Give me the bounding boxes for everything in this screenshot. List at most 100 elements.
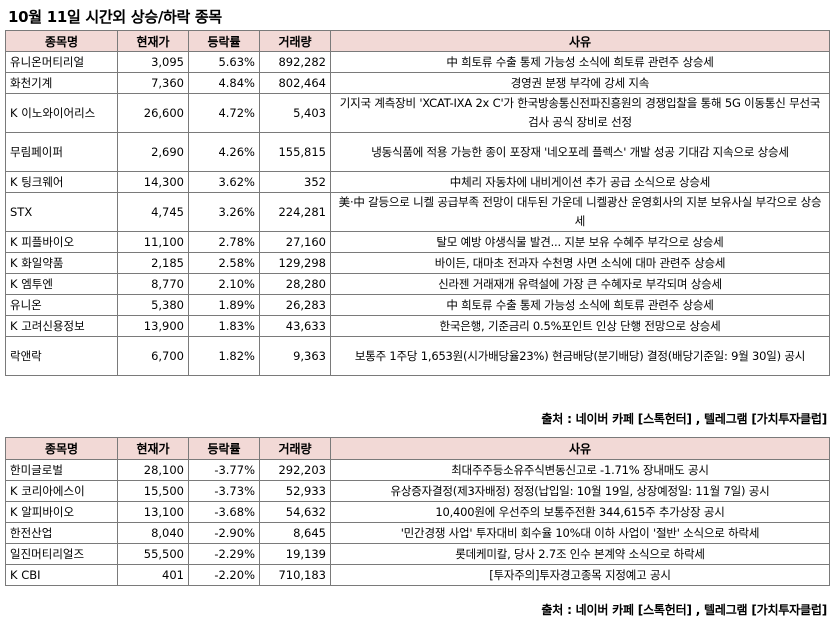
header-name: 종목명 [5, 30, 118, 52]
price-cell: 14,300 [117, 171, 189, 193]
volume-cell: 155,815 [259, 132, 331, 172]
table-row: K 코리아에스이 15,500 -3.73% 52,933 유상증자결정(제3자배정) … [5, 480, 830, 502]
table-row: 락앤락 6,700 1.82% 9,363 보통주 1주당 1,653원(시가배당율23… [5, 336, 830, 376]
table-row: 한전산업 8,040 -2.90% 8,645 '민간경쟁 사업' 투자대비 회수율 1… [5, 522, 830, 544]
table-row: K 이노와이어리스 26,600 4.72% 5,403 기지국 계측장비 'XCAT-… [5, 93, 830, 133]
reason-cell: 바이든, 대마초 전과자 수천명 사면 소식에 대마 관련주 상승세 [330, 252, 830, 274]
table-row: K 알피바이오 13,100 -3.68% 54,632 10,400원에 우선주의 보… [5, 501, 830, 523]
volume-cell: 52,933 [259, 480, 331, 502]
change-rate-cell: 1.89% [188, 294, 260, 316]
change-rate-cell: 2.58% [188, 252, 260, 274]
source-note: 출처 : 네이버 카페 [스톡헌터] , 텔레그램 [가치투자클럽] [541, 603, 827, 617]
price-cell: 28,100 [117, 459, 189, 481]
stock-name-cell: 유니온머티리얼 [5, 51, 118, 73]
volume-cell: 28,280 [259, 273, 331, 295]
volume-cell: 129,298 [259, 252, 331, 274]
table-row: 한미글로벌 28,100 -3.77% 292,203 최대주주등소유주식변동신고로 -… [5, 459, 830, 481]
volume-cell: 26,283 [259, 294, 331, 316]
stock-name-cell: STX [5, 192, 118, 232]
reason-cell: 10,400원에 우선주의 보통주전환 344,615주 추가상장 공시 [330, 501, 830, 523]
reason-cell: 냉동식품에 적용 가능한 종이 포장재 '네오포레 플렉스' 개발 성공 기대감… [330, 132, 830, 172]
stock-name-cell: 한전산업 [5, 522, 118, 544]
change-rate-cell: 3.62% [188, 171, 260, 193]
rising-stocks-table: 종목명 현재가 등락률 거래량 사유 유니온머티리얼 3,095 5.63% 892,… [5, 30, 830, 376]
table-row: 유니온 5,380 1.89% 26,283 中 희토류 수출 통제 가능성 소식에 희… [5, 294, 830, 316]
change-rate-cell: -2.29% [188, 543, 260, 565]
volume-cell: 9,363 [259, 336, 331, 376]
header-change: 등락률 [188, 30, 260, 52]
stock-name-cell: 한미글로벌 [5, 459, 118, 481]
stock-name-cell: K 이노와이어리스 [5, 93, 118, 133]
stock-name-cell: 유니온 [5, 294, 118, 316]
header-name: 종목명 [5, 437, 118, 460]
volume-cell: 19,139 [259, 543, 331, 565]
change-rate-cell: 4.84% [188, 72, 260, 94]
source-note: 출처 : 네이버 카페 [스톡헌터] , 텔레그램 [가치투자클럽] [541, 412, 827, 426]
change-rate-cell: 3.26% [188, 192, 260, 232]
change-rate-cell: 2.10% [188, 273, 260, 295]
table-row: 화천기계 7,360 4.84% 802,464 경영권 분쟁 부각에 강세 지속 [5, 72, 830, 94]
stock-name-cell: K 알피바이오 [5, 501, 118, 523]
page-title: 10월 11일 시간외 상승/하락 종목 [8, 8, 222, 26]
table-row: K 팅크웨어 14,300 3.62% 352 中체리 자동차에 내비게이션 추가 공급… [5, 171, 830, 193]
change-rate-cell: 1.83% [188, 315, 260, 337]
price-cell: 6,700 [117, 336, 189, 376]
reason-cell: '민간경쟁 사업' 투자대비 회수율 10%대 이하 사업이 '절반' 소식으로… [330, 522, 830, 544]
header-reason: 사유 [330, 30, 830, 52]
header-volume: 거래량 [259, 437, 331, 460]
stock-name-cell: K 피플바이오 [5, 231, 118, 253]
header-change: 등락률 [188, 437, 260, 460]
stock-name-cell: K 팅크웨어 [5, 171, 118, 193]
volume-cell: 892,282 [259, 51, 331, 73]
stock-name-cell: K 엠투엔 [5, 273, 118, 295]
volume-cell: 43,633 [259, 315, 331, 337]
price-cell: 11,100 [117, 231, 189, 253]
reason-cell: 유상증자결정(제3자배정) 정정(납입일: 10월 19일, 상장예정일: 11… [330, 480, 830, 502]
reason-cell: 美·中 갈등으로 니켈 공급부족 전망이 대두된 가운데 니켈광산 운영회사의 … [330, 192, 830, 232]
volume-cell: 5,403 [259, 93, 331, 133]
table-row: K 엠투엔 8,770 2.10% 28,280 신라젠 거래재개 유력설에 가장 큰 … [5, 273, 830, 295]
volume-cell: 802,464 [259, 72, 331, 94]
change-rate-cell: 1.82% [188, 336, 260, 376]
price-cell: 401 [117, 564, 189, 586]
reason-cell: 롯데케미칼, 당사 2.7조 인수 본계약 소식으로 하락세 [330, 543, 830, 565]
falling-stocks-table: 종목명 현재가 등락률 거래량 사유 한미글로벌 28,100 -3.77% 292,… [5, 437, 830, 586]
header-price: 현재가 [117, 437, 189, 460]
price-cell: 4,745 [117, 192, 189, 232]
change-rate-cell: -2.90% [188, 522, 260, 544]
stock-name-cell: 일진머티리얼즈 [5, 543, 118, 565]
reason-cell: 최대주주등소유주식변동신고로 -1.71% 장내매도 공시 [330, 459, 830, 481]
table-row: K 화일약품 2,185 2.58% 129,298 바이든, 대마초 전과자 수천명 … [5, 252, 830, 274]
table-header-row: 종목명 현재가 등락률 거래량 사유 [5, 437, 830, 460]
reason-cell: 기지국 계측장비 'XCAT-IXA 2x C'가 한국방송통신전파진흥원의 경… [330, 93, 830, 133]
price-cell: 13,900 [117, 315, 189, 337]
reason-cell: [투자주의]투자경고종목 지정예고 공시 [330, 564, 830, 586]
table-row: STX 4,745 3.26% 224,281 美·中 갈등으로 니켈 공급부족 전망이… [5, 192, 830, 232]
table-row: 무림페이퍼 2,690 4.26% 155,815 냉동식품에 적용 가능한 종이 포장… [5, 132, 830, 172]
table-row: K 피플바이오 11,100 2.78% 27,160 탈모 예방 야생식물 발견...… [5, 231, 830, 253]
reason-cell: 탈모 예방 야생식물 발견... 지분 보유 수혜주 부각으로 상승세 [330, 231, 830, 253]
change-rate-cell: 5.63% [188, 51, 260, 73]
volume-cell: 27,160 [259, 231, 331, 253]
reason-cell: 中 희토류 수출 통제 가능성 소식에 희토류 관련주 상승세 [330, 294, 830, 316]
header-volume: 거래량 [259, 30, 331, 52]
table-row: 유니온머티리얼 3,095 5.63% 892,282 中 희토류 수출 통제 가능성 … [5, 51, 830, 73]
price-cell: 5,380 [117, 294, 189, 316]
header-reason: 사유 [330, 437, 830, 460]
volume-cell: 224,281 [259, 192, 331, 232]
change-rate-cell: 2.78% [188, 231, 260, 253]
price-cell: 26,600 [117, 93, 189, 133]
stock-name-cell: 락앤락 [5, 336, 118, 376]
reason-cell: 보통주 1주당 1,653원(시가배당율23%) 현금배당(분기배당) 결정(배… [330, 336, 830, 376]
reason-cell: 한국은행, 기준금리 0.5%포인트 인상 단행 전망으로 상승세 [330, 315, 830, 337]
stock-name-cell: K 코리아에스이 [5, 480, 118, 502]
price-cell: 2,690 [117, 132, 189, 172]
price-cell: 13,100 [117, 501, 189, 523]
volume-cell: 352 [259, 171, 331, 193]
table-row: K 고려신용정보 13,900 1.83% 43,633 한국은행, 기준금리 0.5%… [5, 315, 830, 337]
price-cell: 2,185 [117, 252, 189, 274]
stock-name-cell: K 고려신용정보 [5, 315, 118, 337]
header-price: 현재가 [117, 30, 189, 52]
price-cell: 7,360 [117, 72, 189, 94]
change-rate-cell: -3.73% [188, 480, 260, 502]
